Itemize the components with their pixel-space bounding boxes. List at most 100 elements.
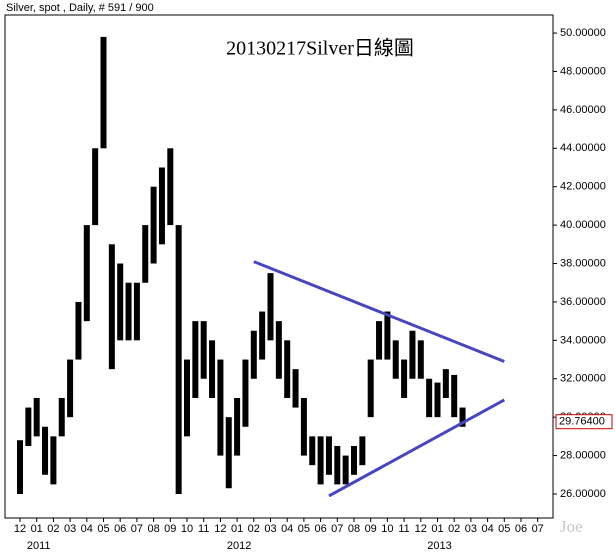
x-tick-label: 10 (381, 523, 393, 535)
price-bar (300, 397, 307, 456)
x-tick-label: 07 (331, 523, 343, 535)
x-tick-label: 09 (365, 523, 377, 535)
y-tick-label: 50.00000 (560, 27, 606, 39)
y-tick-label: 42.00000 (560, 181, 606, 193)
price-bar (158, 167, 165, 245)
price-bar (175, 225, 182, 494)
watermark: Joe (560, 517, 583, 536)
price-bar (217, 359, 224, 456)
y-tick-label: 48.00000 (560, 65, 606, 77)
x-tick-label: 05 (298, 523, 310, 535)
price-bar (384, 311, 391, 360)
x-tick-label: 06 (114, 523, 126, 535)
price-bar (125, 282, 132, 341)
price-bar (401, 359, 408, 398)
price-bar (150, 186, 157, 264)
x-tick-label: 03 (64, 523, 76, 535)
last-value-label: 29.76400 (559, 416, 605, 428)
price-bar (309, 436, 316, 466)
price-bar (376, 321, 383, 360)
price-bar (50, 436, 57, 485)
x-tick-label: 04 (481, 523, 493, 535)
x-tick-label: 06 (515, 523, 527, 535)
last-value-box (555, 414, 613, 430)
price-bar (17, 440, 23, 494)
price-bar (334, 445, 341, 485)
x-tick-label: 01 (231, 523, 243, 535)
price-bar (342, 455, 349, 485)
price-bar (167, 148, 174, 226)
price-bar (325, 436, 332, 475)
x-tick-label: 02 (248, 523, 260, 535)
x-tick-label: 12 (214, 523, 226, 535)
chart-header: Silver, spot , Daily, # 591 / 900 (6, 2, 154, 14)
price-bar (275, 321, 282, 379)
price-bar (392, 340, 399, 379)
y-tick-label: 34.00000 (560, 334, 606, 346)
price-bar (83, 225, 90, 322)
price-bar (259, 311, 266, 360)
price-bar (67, 359, 74, 418)
price-bar (142, 225, 149, 283)
price-bar (284, 340, 291, 398)
price-bar (192, 321, 199, 398)
price-bar (434, 382, 441, 418)
x-tick-label: 03 (264, 523, 276, 535)
y-tick-label: 44.00000 (560, 142, 606, 154)
price-bar (108, 244, 115, 370)
year-label: 2013 (427, 540, 451, 552)
price-bar (225, 417, 232, 489)
x-tick-label: 05 (97, 523, 109, 535)
x-tick-label: 04 (281, 523, 293, 535)
price-bar (92, 148, 99, 226)
price-bar (451, 374, 458, 418)
x-tick-label: 08 (348, 523, 360, 535)
x-tick-label: 07 (131, 523, 143, 535)
price-bar (209, 340, 216, 398)
chart-title: 20130217Silver日線圖 (226, 37, 414, 60)
price-bar (409, 330, 416, 379)
year-label: 2012 (227, 540, 251, 552)
x-tick-label: 05 (498, 523, 510, 535)
y-tick-label: 28.00000 (560, 449, 606, 461)
x-tick-label: 06 (314, 523, 326, 535)
x-tick-label: 04 (81, 523, 93, 535)
trend-line (328, 398, 506, 498)
y-tick-label: 36.00000 (560, 296, 606, 308)
x-tick-label: 09 (164, 523, 176, 535)
price-bar (417, 340, 424, 379)
price-bar (459, 407, 466, 427)
price-bar (367, 359, 374, 418)
plot-frame (4, 14, 554, 519)
price-bar (133, 282, 140, 341)
x-tick-label: 08 (147, 523, 159, 535)
y-tick-label: 38.00000 (560, 257, 606, 269)
price-bar (442, 369, 449, 398)
x-tick-label: 02 (448, 523, 460, 535)
price-bar (426, 378, 433, 418)
price-bar (234, 397, 241, 456)
x-tick-label: 12 (14, 523, 26, 535)
x-tick-label: 02 (47, 523, 59, 535)
price-bar (317, 436, 324, 485)
trend-line (253, 260, 505, 363)
y-tick-label: 26.00000 (560, 488, 606, 500)
x-tick-label: 01 (31, 523, 43, 535)
x-tick-label: 07 (532, 523, 544, 535)
year-label: 2011 (27, 540, 51, 552)
price-bar (58, 397, 65, 437)
price-bar (242, 359, 249, 427)
price-bar (351, 445, 357, 475)
price-bar (75, 301, 82, 360)
x-tick-label: 11 (398, 523, 409, 535)
price-bar (117, 263, 124, 341)
y-tick-label: 40.00000 (560, 219, 606, 231)
price-bar (100, 36, 107, 149)
y-tick-label: 32.00000 (560, 373, 606, 385)
x-tick-label: 01 (431, 523, 443, 535)
price-bar (292, 369, 299, 408)
x-tick-label: 03 (465, 523, 477, 535)
price-bar (184, 359, 190, 437)
